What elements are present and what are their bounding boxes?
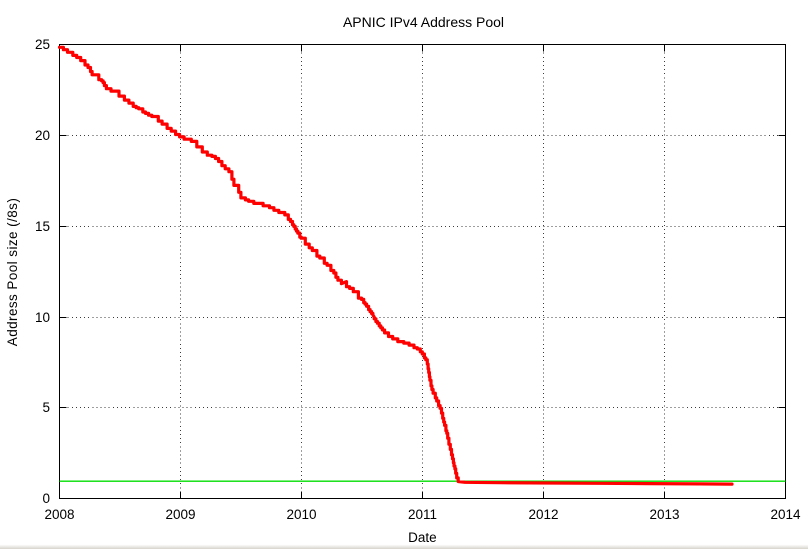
svg-text:5: 5 (42, 400, 50, 415)
svg-text:2014: 2014 (770, 507, 801, 522)
svg-text:2008: 2008 (44, 507, 74, 522)
svg-text:10: 10 (35, 310, 50, 325)
svg-text:Address Pool size (/8s): Address Pool size (/8s) (5, 198, 20, 346)
svg-text:Date: Date (408, 530, 437, 545)
svg-text:2010: 2010 (286, 507, 316, 522)
svg-text:0: 0 (42, 491, 50, 506)
svg-text:2011: 2011 (408, 507, 437, 522)
svg-text:15: 15 (35, 219, 50, 234)
svg-text:2009: 2009 (165, 507, 195, 522)
svg-text:2012: 2012 (528, 507, 558, 522)
svg-text:25: 25 (35, 37, 50, 52)
svg-text:2013: 2013 (649, 507, 679, 522)
svg-text:20: 20 (35, 128, 50, 143)
svg-text:APNIC IPv4 Address Pool: APNIC IPv4 Address Pool (343, 14, 504, 30)
